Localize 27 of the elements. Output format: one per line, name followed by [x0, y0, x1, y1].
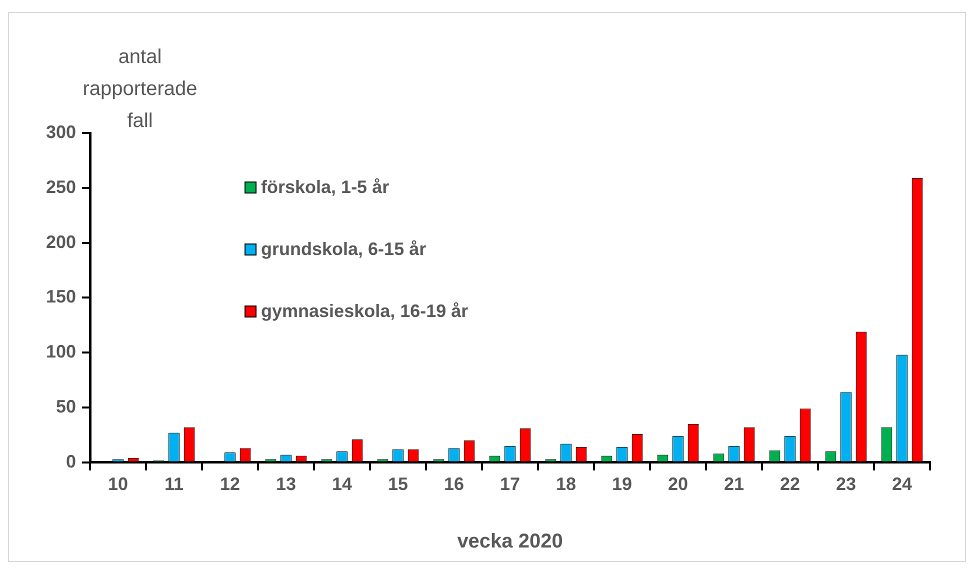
legend-label: gymnasieskola, 16-19 år: [261, 300, 468, 321]
legend-label: grundskola, 6-15 år: [261, 238, 426, 259]
x-tick-label: 16: [444, 474, 464, 494]
x-tick-label: 13: [276, 474, 296, 494]
x-tick-label: 19: [612, 474, 632, 494]
x-axis-title: vecka 2020: [457, 530, 563, 552]
x-tick-label: 22: [780, 474, 800, 494]
x-tick-label: 20: [668, 474, 688, 494]
x-tick-label: 15: [388, 474, 408, 494]
x-tick-label: 23: [836, 474, 856, 494]
y-tick-label: 200: [46, 232, 76, 252]
y-tick-label: 100: [46, 342, 76, 362]
x-tick-label: 14: [332, 474, 352, 494]
x-tick-label: 21: [724, 474, 744, 494]
x-tick-label: 12: [220, 474, 240, 494]
x-tick-label: 11: [164, 474, 184, 494]
x-tick-label: 18: [556, 474, 576, 494]
legend-label: förskola, 1-5 år: [261, 176, 390, 197]
y-tick-label: 250: [46, 176, 76, 197]
x-tick-label: 10: [108, 474, 128, 494]
y-tick-label: 50: [56, 396, 76, 416]
y-tick-label: 300: [46, 122, 76, 142]
y-axis-title: antal rapporterade fall: [82, 46, 198, 132]
y-tick-label: 0: [66, 451, 76, 472]
x-tick-label: 17: [500, 474, 520, 494]
x-tick-label: 24: [892, 474, 912, 494]
y-tick-label: 150: [46, 286, 76, 307]
